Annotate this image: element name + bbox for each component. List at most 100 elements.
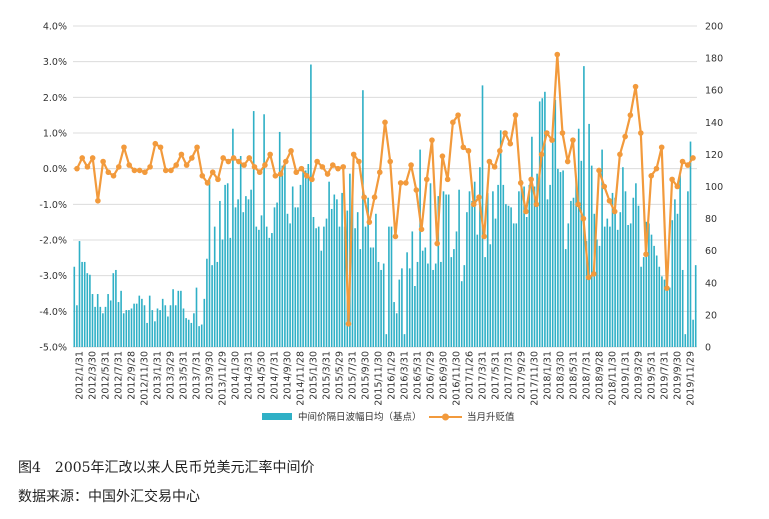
bar <box>382 263 385 347</box>
line-point <box>314 158 320 165</box>
x-axis-tick-label: 2014/1/30 <box>231 351 242 400</box>
left-axis-tick-label: 4.0% <box>43 22 67 33</box>
line-point <box>204 180 211 186</box>
bar <box>364 226 367 347</box>
bar <box>328 181 330 347</box>
bar <box>510 207 512 347</box>
bar <box>505 204 507 347</box>
bar <box>468 191 471 347</box>
bar <box>486 192 489 347</box>
bar <box>588 123 590 347</box>
bar <box>541 98 544 347</box>
bar <box>143 305 146 347</box>
bar <box>245 196 247 347</box>
bar <box>447 194 450 347</box>
bar <box>559 172 562 347</box>
bar <box>432 269 434 347</box>
line-point <box>361 194 367 200</box>
bar <box>187 319 190 347</box>
bar <box>128 310 130 347</box>
bar <box>471 200 473 347</box>
line-point <box>371 194 378 200</box>
line-point <box>100 158 106 165</box>
right-axis-tick-label: 120 <box>705 150 723 161</box>
x-axis-tick-label: 2016/7/29 <box>426 351 437 400</box>
bar <box>645 221 648 347</box>
bar <box>549 184 551 347</box>
line-point <box>303 173 310 179</box>
bar <box>525 216 528 347</box>
x-axis-tick-label: 2019/1/31 <box>621 351 632 400</box>
line-point <box>293 169 300 176</box>
bar <box>440 261 442 347</box>
x-axis-tick-label: 2013/11/29 <box>218 351 229 406</box>
bar <box>661 276 663 347</box>
line-point <box>481 233 487 240</box>
x-axis-tick-label: 2015/5/29 <box>335 351 346 400</box>
line-point <box>611 208 618 215</box>
bar <box>180 290 182 347</box>
bar <box>406 252 408 347</box>
right-axis-tick-label: 160 <box>705 86 723 97</box>
x-axis-tick-label: 2013/1/31 <box>153 351 164 400</box>
bar <box>445 194 447 347</box>
line-point <box>183 162 190 168</box>
bar <box>369 247 372 347</box>
line-point <box>319 164 326 170</box>
bar <box>229 237 232 347</box>
bar <box>341 192 343 347</box>
bar <box>224 184 226 347</box>
line-point <box>596 167 602 174</box>
line-point <box>157 144 164 151</box>
line-point <box>549 137 555 143</box>
bar <box>380 269 382 347</box>
bar <box>648 223 650 347</box>
line-point <box>267 151 273 158</box>
right-axis-tick-label: 20 <box>705 310 717 321</box>
bar <box>278 131 281 347</box>
line-point <box>79 155 86 161</box>
bar <box>276 202 278 347</box>
line-point <box>512 112 519 118</box>
line-point <box>439 153 446 159</box>
bar <box>593 213 596 347</box>
bar <box>375 213 377 347</box>
line-point <box>329 162 336 168</box>
x-axis-tick-label: 2017/9/29 <box>517 351 528 400</box>
bar <box>169 305 172 347</box>
bar <box>317 226 320 347</box>
bar <box>408 268 411 347</box>
bar <box>580 160 583 347</box>
bar <box>265 226 268 347</box>
line-point <box>470 201 477 208</box>
bar <box>211 265 213 347</box>
x-axis-tick-label: 2018/11/30 <box>608 351 619 406</box>
bar <box>570 200 572 347</box>
x-axis-tick-label: 2018/9/28 <box>595 351 606 400</box>
bar <box>427 263 429 347</box>
bar <box>416 261 419 347</box>
line-point <box>559 130 566 136</box>
line-point <box>476 194 482 200</box>
bar <box>411 231 414 347</box>
x-axis-tick-label: 2012/11/30 <box>140 351 151 406</box>
x-axis-tick-label: 2012/5/31 <box>101 351 112 400</box>
bar <box>414 286 416 347</box>
line-point <box>84 164 91 170</box>
bar <box>107 294 109 347</box>
bar <box>684 334 687 347</box>
line-point <box>126 162 133 168</box>
right-axis-tick-label: 80 <box>705 214 717 225</box>
x-axis-tick-label: 2019/3/29 <box>634 351 645 400</box>
line-point <box>450 119 456 126</box>
line-point <box>246 155 253 161</box>
bar <box>388 226 390 347</box>
x-axis-tick-label: 2012/9/28 <box>127 351 138 400</box>
bar <box>94 306 96 347</box>
line-point <box>335 165 341 172</box>
x-axis-tick-label: 2016/1/29 <box>387 351 398 400</box>
line-point <box>523 208 529 215</box>
line-point <box>152 140 159 147</box>
bar <box>125 310 128 347</box>
line-point <box>517 180 524 186</box>
